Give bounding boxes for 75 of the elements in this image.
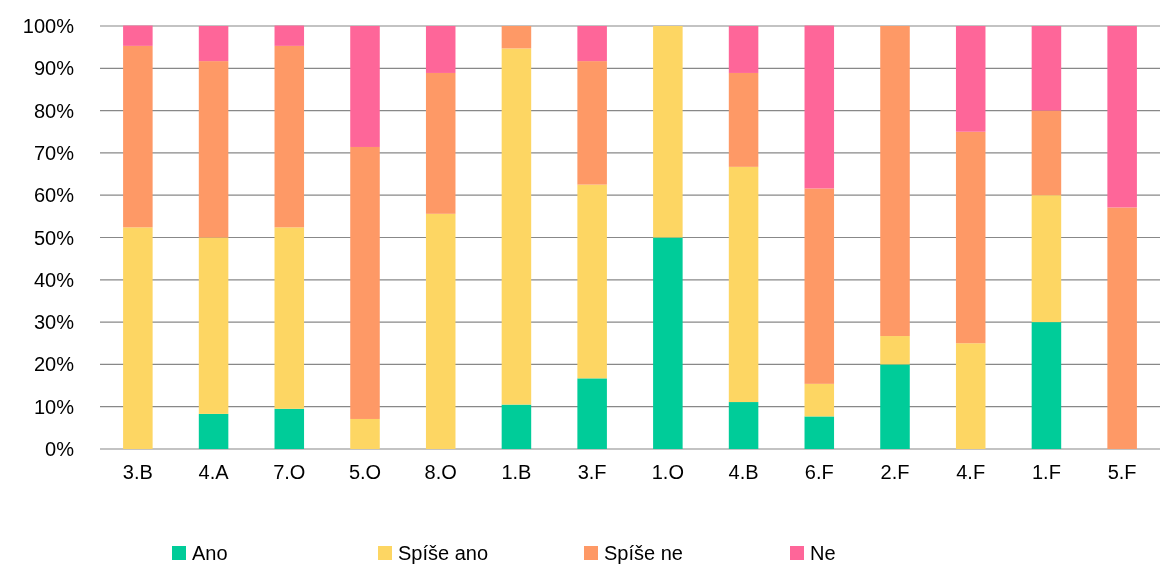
x-tick-label: 3.F bbox=[577, 461, 607, 483]
y-tick-label: 70% bbox=[33, 141, 75, 164]
bar bbox=[728, 26, 759, 73]
y-tick-label: 30% bbox=[33, 311, 75, 334]
bar bbox=[274, 25, 305, 46]
bar bbox=[1031, 26, 1062, 111]
x-tick-label: 4.F bbox=[956, 461, 986, 483]
bar bbox=[577, 378, 607, 449]
y-tick-label: 20% bbox=[33, 353, 75, 376]
x-tick-label: 1.F bbox=[1031, 461, 1061, 483]
y-tick-label: 100% bbox=[22, 15, 75, 37]
y-tick-label: 40% bbox=[33, 268, 75, 291]
x-tick-label: 3.B bbox=[122, 461, 153, 483]
bar bbox=[350, 418, 380, 449]
bar bbox=[804, 383, 835, 417]
x-tick-label: 1.O bbox=[651, 461, 684, 483]
bar bbox=[350, 146, 380, 419]
y-tick-label: 80% bbox=[33, 99, 75, 122]
bar bbox=[880, 364, 910, 449]
bar bbox=[1107, 207, 1137, 449]
bar bbox=[955, 131, 986, 344]
bar bbox=[350, 26, 380, 147]
x-tick-label: 5.O bbox=[348, 461, 382, 483]
y-tick-label: 10% bbox=[33, 395, 75, 418]
bar bbox=[577, 184, 607, 379]
bar bbox=[198, 237, 229, 414]
x-tick-label: 4.A bbox=[198, 461, 230, 483]
bar bbox=[653, 237, 683, 449]
y-tick-label: 60% bbox=[33, 184, 75, 207]
bar bbox=[123, 45, 153, 228]
bar bbox=[501, 404, 532, 449]
legend-label: Ne bbox=[810, 542, 836, 564]
bar bbox=[1107, 26, 1137, 208]
bar bbox=[123, 25, 153, 46]
bar bbox=[577, 26, 607, 62]
y-tick-label: 50% bbox=[33, 226, 75, 249]
legend-label: Spíše ne bbox=[604, 542, 683, 564]
bar bbox=[425, 72, 456, 214]
legend-label: Ano bbox=[192, 542, 228, 564]
bar bbox=[728, 402, 759, 449]
bar bbox=[1031, 322, 1062, 449]
bar bbox=[274, 45, 305, 228]
legend-label: Spíše ano bbox=[398, 542, 489, 564]
bar bbox=[880, 336, 910, 365]
x-tick-label: 5.F bbox=[1107, 461, 1137, 483]
y-tick-label: 0% bbox=[45, 438, 75, 460]
bar bbox=[123, 227, 153, 449]
x-tick-label: 8.O bbox=[424, 461, 457, 483]
bar bbox=[198, 61, 229, 238]
bar bbox=[653, 26, 683, 238]
bar bbox=[955, 343, 986, 449]
bar bbox=[804, 416, 835, 449]
y-tick-label: 90% bbox=[33, 57, 75, 80]
bar bbox=[728, 166, 759, 403]
bar bbox=[880, 26, 910, 337]
bar bbox=[501, 26, 532, 49]
bar bbox=[274, 227, 305, 409]
bar bbox=[577, 61, 607, 185]
bar bbox=[804, 25, 835, 189]
bar bbox=[198, 413, 229, 449]
bar bbox=[501, 48, 532, 405]
x-tick-label: 2.F bbox=[880, 461, 910, 483]
bar bbox=[274, 408, 305, 449]
x-tick-label: 7.O bbox=[273, 461, 306, 483]
bar bbox=[198, 26, 229, 62]
bar bbox=[1031, 195, 1062, 323]
x-tick-label: 4.B bbox=[728, 461, 759, 483]
x-tick-label: 6.F bbox=[804, 461, 834, 483]
bar bbox=[425, 213, 456, 449]
bar bbox=[425, 26, 456, 73]
x-tick-label: 1.B bbox=[501, 461, 532, 483]
bar bbox=[955, 26, 986, 132]
bar bbox=[728, 72, 759, 167]
bar bbox=[1031, 110, 1062, 196]
bar bbox=[804, 188, 835, 384]
